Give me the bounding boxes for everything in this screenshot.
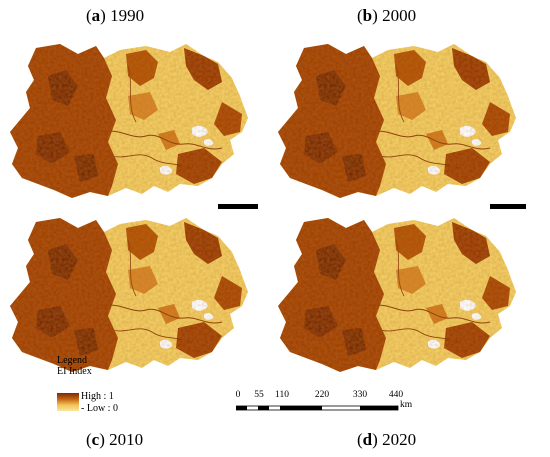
- legend-low-label: - Low : 0: [81, 403, 118, 414]
- scale-tick: 0: [235, 390, 241, 400]
- scale-tick: 330: [352, 390, 368, 400]
- scale-tick: 110: [275, 390, 289, 400]
- map-1990: [8, 36, 253, 201]
- scale-tick: 440: [388, 390, 404, 400]
- panel-title-c: (c) 2010: [86, 430, 144, 449]
- map-2000: [276, 36, 521, 201]
- legend: Legend EI Index High : 1 - Low : 0: [57, 355, 118, 414]
- scale-tick: 55: [254, 390, 264, 400]
- scale-unit: km: [400, 400, 413, 410]
- map-2010: [8, 210, 253, 375]
- legend-high-label: High : 1: [81, 391, 114, 402]
- scale-bar-mark-a: [218, 204, 258, 209]
- distance-scale: 0 55 110 220 330 440 km: [232, 390, 412, 420]
- panel-title-b: (b) 2000: [357, 6, 417, 25]
- scale-bar: [236, 405, 399, 411]
- panel-title-d: (d) 2020: [357, 430, 417, 449]
- legend-subtitle: EI Index: [57, 366, 92, 377]
- map-2020: [276, 210, 521, 375]
- panel-title-a: (a) 1990: [86, 6, 145, 25]
- scale-tick: 220: [314, 390, 330, 400]
- scale-bar-mark-b: [490, 204, 526, 209]
- legend-color-ramp: [57, 393, 79, 411]
- legend-title: Legend: [57, 355, 87, 366]
